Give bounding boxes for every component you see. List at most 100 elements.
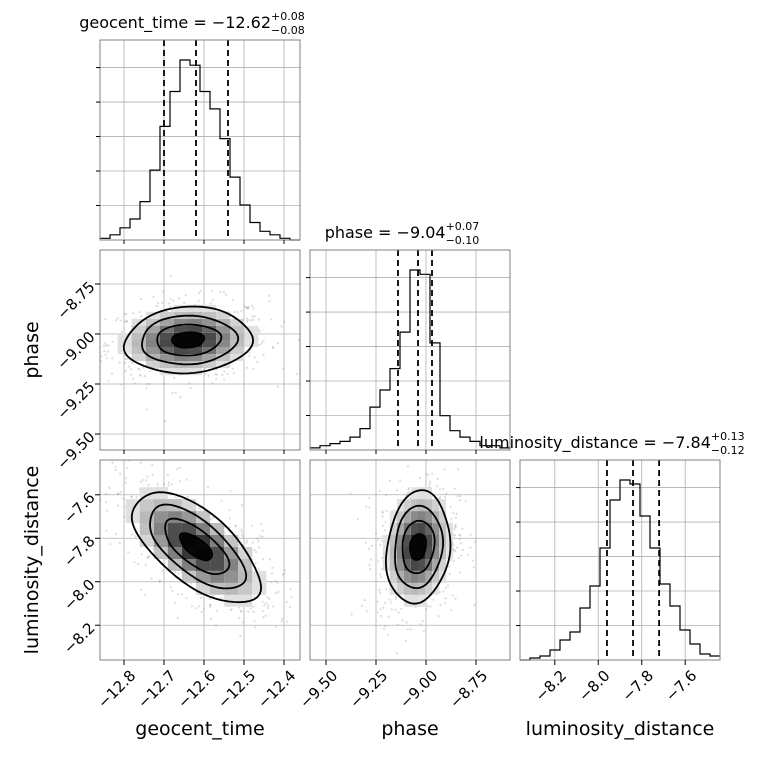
sample-point <box>169 297 172 300</box>
sample-point <box>208 597 211 601</box>
sample-point <box>385 494 388 497</box>
sample-point <box>107 379 110 382</box>
sample-point <box>304 625 306 627</box>
sample-point <box>454 523 457 526</box>
sample-point <box>114 319 118 322</box>
density-cell <box>159 311 174 319</box>
sample-point <box>256 537 259 540</box>
sample-point <box>295 373 298 376</box>
sample-point <box>247 306 250 309</box>
sample-point <box>139 298 143 301</box>
sample-point <box>222 290 225 293</box>
density-cell <box>167 547 182 559</box>
density-cell <box>446 523 454 535</box>
sample-point <box>453 487 456 490</box>
sample-point <box>385 509 388 512</box>
sample-point <box>122 497 125 500</box>
sample-point <box>229 608 232 612</box>
sample-point <box>419 623 422 626</box>
sample-point <box>81 362 83 364</box>
density-cell <box>411 570 418 583</box>
sample-point <box>384 625 387 628</box>
sample-point <box>459 542 462 545</box>
sample-point <box>400 607 403 611</box>
sample-point <box>163 562 166 566</box>
density-cell <box>167 535 182 547</box>
sample-point <box>172 299 175 302</box>
sample-point <box>459 499 462 502</box>
x-tick-label: −12.8 <box>94 667 139 712</box>
density-cell <box>159 354 174 362</box>
sample-point <box>384 521 387 524</box>
sample-point <box>100 360 103 363</box>
sample-point <box>95 322 97 324</box>
sample-point <box>167 302 170 305</box>
sample-point <box>261 535 264 538</box>
sample-point <box>111 357 114 360</box>
x-tick-label: −8.0 <box>575 667 613 705</box>
sample-point <box>457 557 460 560</box>
sample-point <box>268 300 271 303</box>
sample-point <box>427 474 430 477</box>
sample-point <box>419 477 422 480</box>
density-cell <box>131 333 146 340</box>
sample-point <box>123 354 126 357</box>
sample-point <box>197 291 201 295</box>
sample-point <box>454 550 457 553</box>
sample-point <box>376 611 379 614</box>
density-cell <box>202 318 217 326</box>
sample-point <box>96 522 98 524</box>
density-cell <box>252 582 267 595</box>
density-cell <box>181 523 196 535</box>
sample-point <box>464 499 467 502</box>
sample-point <box>141 478 144 482</box>
density-cell <box>131 318 146 326</box>
panel-title: geocent_time = −12.62+0.08 <box>79 10 305 33</box>
sample-point <box>209 606 212 609</box>
sample-point <box>454 597 457 600</box>
sample-point <box>275 591 278 595</box>
sample-point <box>393 509 396 512</box>
density-cell <box>425 511 432 524</box>
sample-point <box>429 605 432 608</box>
sample-point <box>129 368 133 371</box>
sample-point <box>230 608 233 611</box>
sample-point <box>234 524 237 527</box>
density-cell <box>432 523 440 535</box>
density-cell <box>224 594 239 607</box>
sample-point <box>226 372 229 376</box>
sample-point <box>167 484 170 487</box>
sample-point <box>253 315 256 318</box>
density-cell <box>153 523 168 535</box>
sample-point <box>144 563 147 566</box>
sample-point <box>431 472 434 476</box>
sample-point <box>215 609 219 613</box>
density-cell <box>131 347 146 354</box>
sample-point <box>151 473 154 476</box>
density-cell <box>188 354 203 362</box>
histogram-luminosity_distance <box>520 479 720 661</box>
sample-point <box>268 597 271 601</box>
sample-point <box>381 510 384 513</box>
sample-point <box>146 556 149 559</box>
sample-point <box>449 505 452 508</box>
sample-point <box>243 305 246 308</box>
density-cell <box>145 318 160 326</box>
sample-point <box>231 367 234 370</box>
sample-point <box>266 596 269 599</box>
density-cell <box>403 570 411 583</box>
density-cell <box>159 347 174 354</box>
contour-line <box>401 519 436 575</box>
sample-point <box>236 310 239 313</box>
sample-point <box>459 534 462 537</box>
sample-point <box>134 535 137 538</box>
sample-point <box>394 608 397 611</box>
density-cell <box>396 558 404 571</box>
text-layer: −12.8−12.7−12.6−12.5−12.4−9.50 −9.25 −9.00… <box>21 10 745 740</box>
sample-point <box>135 496 138 499</box>
sample-point <box>271 345 274 349</box>
sample-point <box>251 315 254 318</box>
sample-point <box>139 480 142 483</box>
y-tick-label: −9.00 <box>53 328 98 373</box>
sample-point <box>457 468 460 471</box>
